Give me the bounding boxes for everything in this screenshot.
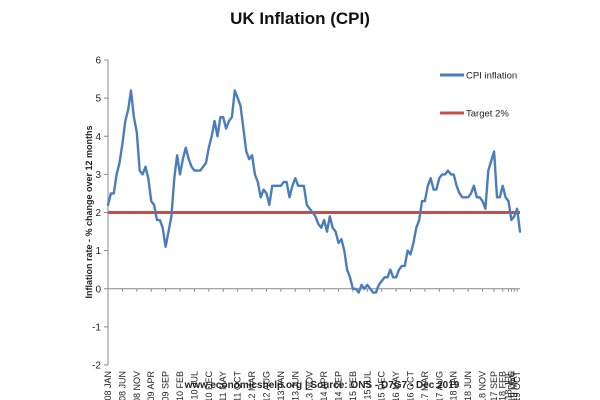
y-tick-label: 0	[95, 284, 101, 295]
y-tick-label: 1	[95, 246, 101, 257]
x-tick-label: 2018 NOV	[478, 371, 488, 400]
legend-label-target: Target 2%	[466, 109, 509, 120]
series-line-cpi	[106, 89, 522, 294]
y-tick-label: 2	[95, 208, 101, 219]
x-tick-label: 2013 NOV	[305, 371, 315, 400]
y-tick-label: 5	[95, 94, 101, 105]
x-tick-label: 2010 DEC	[204, 371, 214, 400]
source-note: www.economicshelp.org | Source: ONS - D7…	[184, 380, 460, 391]
x-tick-label: 2015 DEC	[377, 371, 387, 400]
chart-title: UK Inflation (CPI)	[230, 9, 370, 28]
x-tick-label: 2008 NOV	[132, 371, 142, 400]
y-tick-label: 6	[95, 56, 101, 67]
y-tick-label: 4	[95, 132, 101, 143]
plot-area: -2 -1 0 1 2 3 4 5 6 2008 JAN 2008 JUN 2008 NOV 2009 …	[92, 56, 522, 400]
x-tick-label: 2015 FEB	[348, 371, 358, 400]
x-tick-label: 2017 MAR	[420, 371, 430, 400]
x-tick-label: 2011 MAY	[218, 371, 228, 400]
legend-label-cpi: CPI inflation	[466, 71, 517, 82]
x-tick-label: 2017 SEP	[489, 371, 499, 400]
x-tick-label: 2012 AUG	[262, 371, 272, 400]
x-tick-label: 2018 DEC	[506, 371, 516, 400]
x-tick-label: 2015 JUL	[362, 371, 372, 400]
y-tick-label: 3	[95, 170, 101, 181]
x-tick-label: 2018 FEB	[498, 371, 508, 400]
x-tick-label: 2018 JUL	[504, 371, 514, 400]
x-tick-label: 2008 JAN	[103, 371, 113, 400]
x-tick-label: 2011 OCT	[233, 371, 243, 400]
x-tick-label: 2017 AUG	[434, 371, 444, 400]
x-tick-label: 2013 JAN	[276, 371, 286, 400]
x-tick-label: 2019 MAY	[509, 371, 519, 400]
x-tick-label: 2010 JUL	[189, 371, 199, 400]
x-tick-label: 2018 JUN	[463, 371, 473, 400]
x-tick-label: 2013 JUN	[290, 371, 300, 400]
x-tick-label: 2014 APR	[319, 371, 329, 400]
y-axis-label: Inflation rate - % change over 12 months	[84, 125, 94, 298]
x-tick-label: 2009 APR	[146, 371, 156, 400]
x-tick-label: 2010 FEB	[175, 371, 185, 400]
y-tick-label: -1	[92, 322, 101, 333]
x-tick-label: 2019 OCT	[512, 371, 522, 400]
x-tick-label: 2012 MAR	[247, 371, 257, 400]
x-tick-label: 2014 SEP	[334, 371, 344, 400]
x-tick-label: 2009 SEP	[161, 371, 171, 400]
x-tick-label: 2016 OCT	[406, 371, 416, 400]
x-tick-label: 2008 JUN	[117, 371, 127, 400]
x-tick-label: 2016 MAY	[391, 371, 401, 400]
x-tick-label: 2018 JAN	[449, 371, 459, 400]
y-tick-label: -2	[92, 361, 101, 372]
